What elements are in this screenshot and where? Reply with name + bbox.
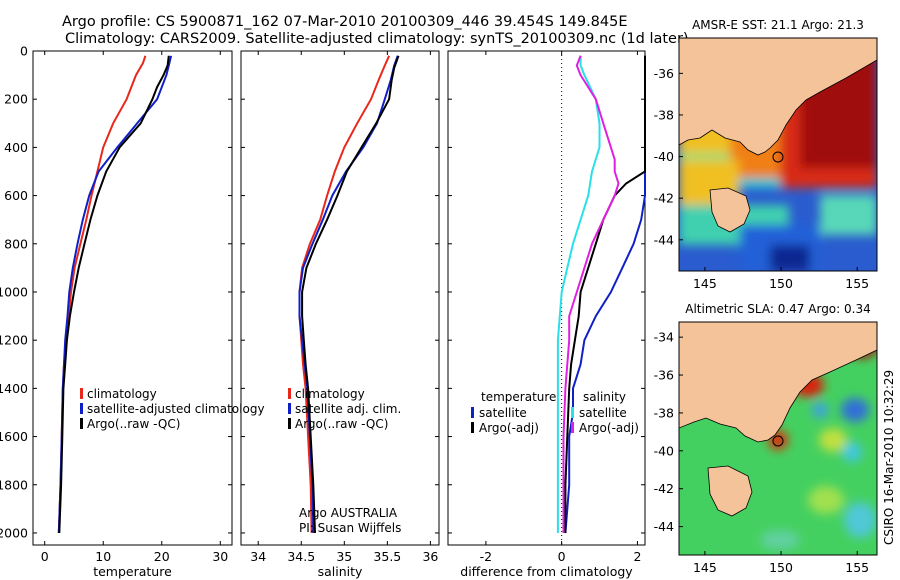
y-tick-label: 2000 (0, 525, 28, 540)
map-y-tick-label: -42 (654, 191, 674, 206)
legend-swatch (288, 418, 291, 429)
x-tick-label: 2 (633, 549, 641, 564)
legend-label: satellite (479, 406, 527, 420)
map-axes-1: AMSR-E SST: 21.1 Argo: 21.3 145 150 155 -36 -… (654, 18, 870, 291)
sst-map (678, 37, 878, 272)
map-title: Altimetric SLA: 0.47 Argo: 0.34 (685, 302, 870, 316)
plot-frame (447, 50, 646, 546)
legend-swatch (80, 388, 83, 399)
map-y-tick-label: -44 (654, 519, 674, 534)
legend-swatch (288, 403, 291, 414)
legend-label: climatology (87, 387, 157, 401)
map-x-tick-label: 145 (693, 276, 717, 291)
legend-swatch (471, 407, 474, 418)
legend-label: satellite (579, 406, 627, 420)
map-y-tick-label: -34 (654, 330, 674, 345)
map-y-tick-label: -36 (654, 66, 674, 81)
series-line-3 (301, 55, 400, 534)
figure-title-line2: Climatology: CARS2009. Satellite-adjuste… (65, 31, 689, 47)
x-tick-label: -2 (480, 549, 492, 564)
land-tasmania (707, 465, 753, 517)
legend-swatch (571, 422, 574, 433)
map-y-tick-label: -38 (654, 405, 674, 420)
legend-swatch (471, 422, 474, 433)
legend-swatch (571, 407, 574, 418)
land-tasmania (709, 187, 751, 233)
map-y-tick-label: -40 (654, 149, 674, 164)
legend-swatch (80, 418, 83, 429)
map-y-tick-label: -44 (654, 232, 674, 247)
y-tick-label: 1800 (0, 477, 28, 492)
x-tick-label: 20 (154, 549, 170, 564)
land-mainland (679, 38, 877, 156)
plot-frame (32, 50, 233, 546)
y-tick-label: 1600 (0, 429, 28, 444)
y-tick-label: 400 (4, 140, 28, 155)
map-y-tick-label: -40 (654, 443, 674, 458)
y-tick-label: 1200 (0, 333, 28, 348)
plot-frame (240, 50, 440, 546)
legend-group-title: salinity (583, 390, 626, 404)
map-x-tick-label: 155 (845, 276, 869, 291)
map-y-tick-label: -38 (654, 107, 674, 122)
map-y-tick-label: -36 (654, 368, 674, 383)
figure-title-line1: Argo profile: CS 5900871_162 07-Mar-2010… (62, 14, 628, 30)
x-tick-label: 35 (336, 549, 352, 564)
x-tick-label: 35.5 (373, 549, 401, 564)
y-tick-label: 0 (20, 44, 28, 59)
map-title: AMSR-E SST: 21.1 Argo: 21.3 (692, 18, 864, 32)
map-axes-2: Altimetric SLA: 0.47 Argo: 0.34 145 150 155… (654, 302, 871, 575)
land-mainland (679, 322, 877, 443)
y-tick-label: 600 (4, 188, 28, 203)
y-tick-label: 1400 (0, 381, 28, 396)
x-tick-label: 30 (212, 549, 228, 564)
legend-label: Argo(-adj) (479, 421, 539, 435)
x-tick-label: 0 (41, 549, 49, 564)
y-tick-label: 800 (4, 236, 28, 251)
legend-label: Argo(..raw -QC) (87, 417, 180, 431)
series-line-2 (298, 55, 399, 534)
series-line-1 (298, 55, 391, 534)
series-line-1 (57, 55, 147, 534)
x-tick-label: 0 (558, 549, 566, 564)
legend-label: satellite-adjusted climatology (87, 402, 265, 416)
map-x-tick-label: 145 (693, 560, 717, 575)
series-line-2 (57, 55, 173, 534)
x-axis-label: temperature (93, 564, 172, 579)
sla-map (678, 321, 878, 556)
x-tick-label: 34.5 (287, 549, 315, 564)
float-annotation: PI: Susan Wijffels (299, 521, 401, 535)
y-tick-label: 200 (4, 92, 28, 107)
map-labels: AMSR-E SST: 21.1 Argo: 21.3 145 150 155 -36 -… (654, 18, 871, 575)
legend-group-title: temperature (481, 390, 556, 404)
series-line-4 (562, 55, 620, 533)
legend-label: climatology (295, 387, 365, 401)
footer-timestamp: CSIRO 16-Mar-2010 10:32:29 (882, 370, 896, 545)
map-x-tick-label: 155 (845, 560, 869, 575)
profile-panel-2: 34 34.5 35 35.5 36 salinity climatologysatelli… (240, 50, 440, 579)
map-x-tick-label: 150 (769, 276, 793, 291)
x-tick-label: 34 (250, 549, 266, 564)
map-x-tick-label: 150 (769, 560, 793, 575)
series-line-2 (564, 55, 646, 533)
legend-swatch (288, 388, 291, 399)
x-tick-label: 10 (95, 549, 111, 564)
x-tick-label: 36 (422, 549, 438, 564)
legend-swatch (80, 403, 83, 414)
x-axis-label: difference from climatology (460, 564, 633, 579)
argo-location-marker (772, 435, 784, 447)
y-tick-label: 1000 (0, 284, 28, 299)
float-annotation: Argo AUSTRALIA (299, 506, 398, 520)
argo-location-marker (772, 151, 784, 163)
map-y-tick-label: -42 (654, 481, 674, 496)
x-axis-label: salinity (318, 564, 363, 579)
profile-panel-1: 0 200 400 600 800 1000 1200 1400 1600 1800 2000 0 10… (0, 44, 265, 580)
legend-label: Argo(..raw -QC) (295, 417, 388, 431)
legend-label: Argo(-adj) (579, 421, 639, 435)
legend-label: satellite adj. clim. (295, 402, 401, 416)
series-line-3 (58, 55, 170, 534)
